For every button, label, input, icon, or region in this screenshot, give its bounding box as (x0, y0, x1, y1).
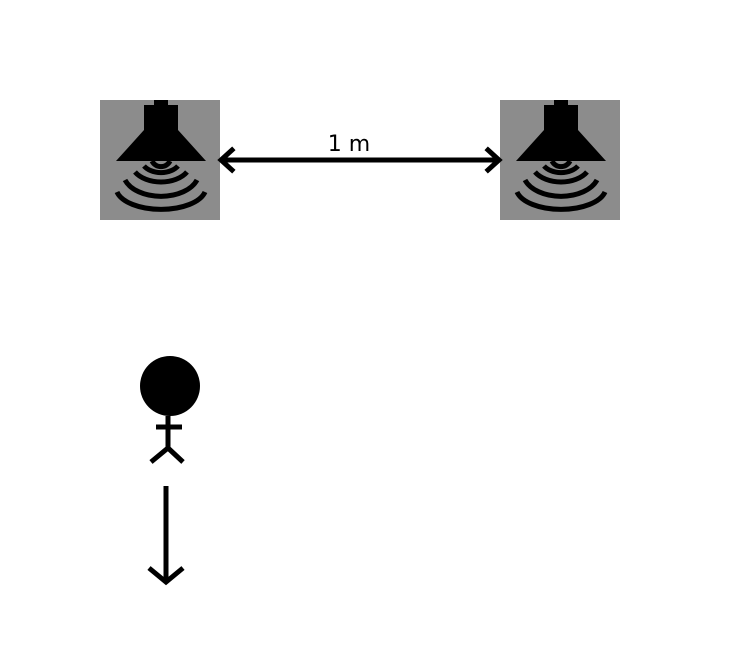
distance-label: 1 m (328, 132, 370, 157)
person-head (140, 356, 200, 416)
left-speaker-icon (100, 100, 220, 220)
arrow-down-icon (147, 486, 185, 586)
person-icon (140, 356, 200, 464)
right-speaker-icon (500, 100, 620, 220)
double-headed-arrow-icon (217, 146, 503, 174)
